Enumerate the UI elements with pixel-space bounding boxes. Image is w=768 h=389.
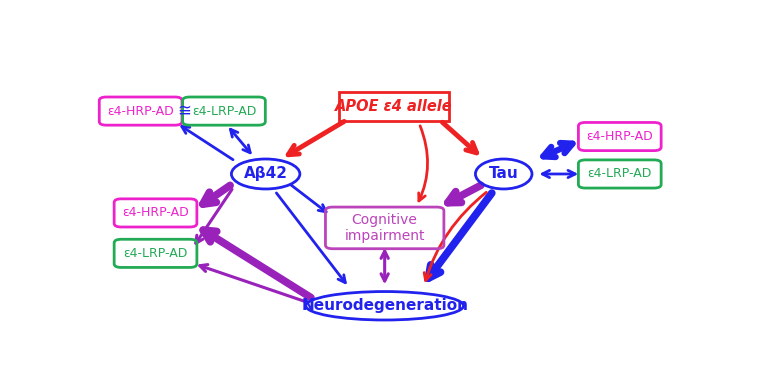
Text: ε4-HRP-AD: ε4-HRP-AD	[108, 105, 174, 117]
Text: ε4-LRP-AD: ε4-LRP-AD	[588, 168, 652, 180]
Text: ε4-LRP-AD: ε4-LRP-AD	[192, 105, 257, 117]
Text: ε4-LRP-AD: ε4-LRP-AD	[124, 247, 187, 260]
Text: APOE ε4 allele: APOE ε4 allele	[335, 99, 452, 114]
Text: Neurodegeneration: Neurodegeneration	[301, 298, 468, 313]
Text: ε4-HRP-AD: ε4-HRP-AD	[587, 130, 653, 143]
Text: Aβ42: Aβ42	[243, 166, 288, 182]
Text: Cognitive
impairment: Cognitive impairment	[344, 213, 425, 243]
Text: ≅: ≅	[177, 102, 191, 120]
Text: Tau: Tau	[489, 166, 518, 182]
Text: ε4-HRP-AD: ε4-HRP-AD	[122, 207, 189, 219]
